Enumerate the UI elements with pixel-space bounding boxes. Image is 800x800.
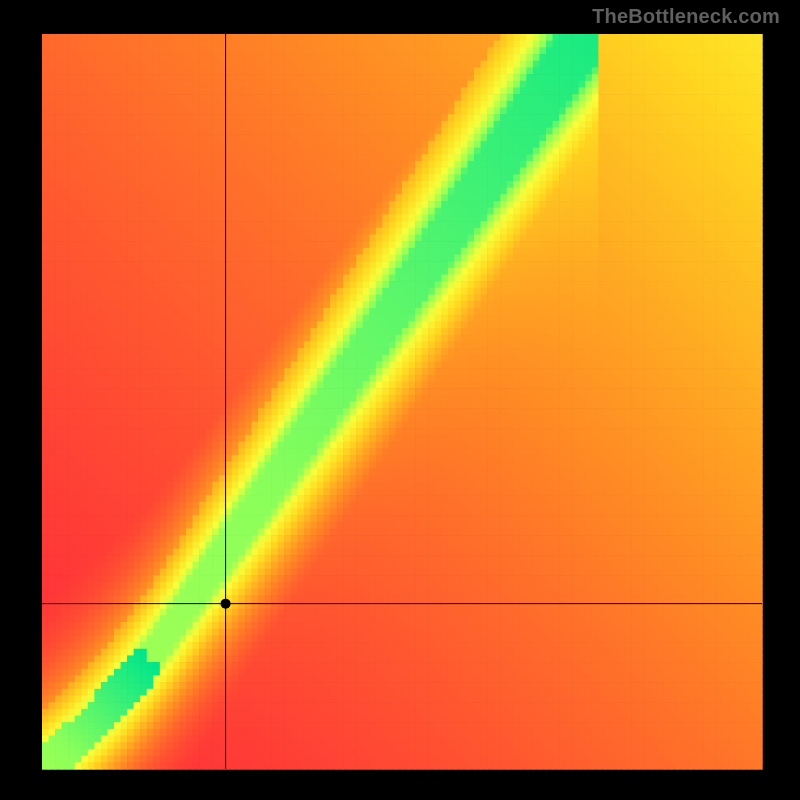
chart-container: TheBottleneck.com <box>0 0 800 800</box>
watermark-text: TheBottleneck.com <box>592 6 780 29</box>
heatmap-canvas <box>0 0 800 800</box>
